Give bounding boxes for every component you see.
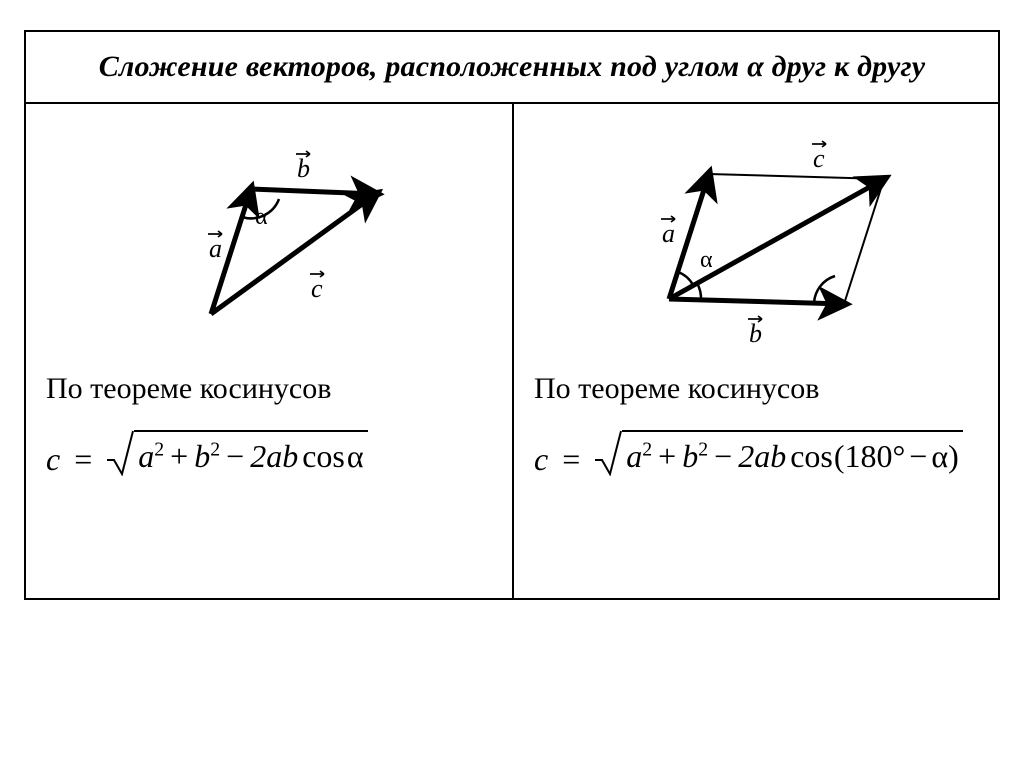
para-side-top xyxy=(709,174,884,179)
lhs-c: c xyxy=(534,441,548,477)
term-a2: a2 xyxy=(626,438,652,475)
label-a-group: a xyxy=(208,231,222,263)
page: Сложение векторов, расположенных под угл… xyxy=(0,0,1024,767)
vector-b xyxy=(669,299,844,304)
label-a: a xyxy=(662,219,675,248)
minus-1: − xyxy=(714,438,732,475)
paren-close: ) xyxy=(948,438,959,475)
formula-right: c = a2 + b2 − 2ab xyxy=(534,430,980,478)
sqrt-right: a2 + b2 − 2ab cos(180° −α) xyxy=(594,430,963,476)
label-a-group: a xyxy=(661,216,675,248)
term-a2: a2 xyxy=(138,438,164,475)
outer-frame: Сложение векторов, расположенных под угл… xyxy=(24,30,1000,600)
vector-c xyxy=(211,194,376,314)
title-row: Сложение векторов, расположенных под угл… xyxy=(26,32,998,104)
sqrt-left: a2 + b2 − 2ab cos α xyxy=(106,430,367,476)
radicand-right: a2 + b2 − 2ab cos(180° −α) xyxy=(622,430,963,474)
plus-1: + xyxy=(170,438,188,475)
radicand-left: a2 + b2 − 2ab cos α xyxy=(134,430,367,474)
cos-label: cos xyxy=(302,438,345,475)
theorem-text-right: По теореме косинусов xyxy=(534,372,980,406)
column-parallelogram: a b c α xyxy=(514,104,1000,600)
label-b: b xyxy=(297,154,310,183)
angle-arc-b xyxy=(814,276,835,303)
vector-b xyxy=(251,189,376,194)
term-2ab: 2ab xyxy=(738,438,786,475)
cos-label: cos xyxy=(790,438,833,475)
label-c-group: c xyxy=(812,141,826,173)
minus-2: − xyxy=(909,438,927,475)
label-c-group: c xyxy=(310,271,324,303)
deg-180: 180° xyxy=(845,438,906,475)
radical-icon xyxy=(106,430,134,476)
paren-open: ( xyxy=(834,438,845,475)
label-alpha: α xyxy=(700,247,713,273)
plus-1: + xyxy=(658,438,676,475)
label-b: b xyxy=(749,319,762,348)
theorem-text-left: По теореме косинусов xyxy=(46,372,492,406)
page-title: Сложение векторов, расположенных под угл… xyxy=(91,50,934,84)
vector-parallelogram-svg: a b c α xyxy=(514,104,1000,354)
radical-icon xyxy=(594,430,622,476)
term-b2: b2 xyxy=(194,438,220,475)
eq-sign: = xyxy=(562,441,580,477)
diagram-triangle: a b c α xyxy=(26,104,512,354)
lhs-c: c xyxy=(46,441,60,477)
term-2ab: 2ab xyxy=(250,438,298,475)
vector-triangle-svg: a b c α xyxy=(26,104,512,354)
text-right: По теореме косинусов c = a2 + b2 xyxy=(514,372,1000,478)
diagram-parallelogram: a b c α xyxy=(514,104,1000,354)
angle-alpha: α xyxy=(931,438,948,475)
column-triangle: a b c α xyxy=(26,104,514,600)
label-b-group: b xyxy=(748,316,762,348)
label-b-group: b xyxy=(296,151,310,183)
text-left: По теореме косинусов c = a2 + b2 xyxy=(26,372,512,478)
columns: a b c α xyxy=(26,104,998,600)
label-c: c xyxy=(311,274,323,303)
formula-left: c = a2 + b2 − 2ab xyxy=(46,430,492,478)
label-a: a xyxy=(209,234,222,263)
term-b2: b2 xyxy=(682,438,708,475)
label-c: c xyxy=(813,144,825,173)
angle-alpha: α xyxy=(347,438,364,475)
angle-arc-alpha xyxy=(678,272,693,285)
label-alpha: α xyxy=(255,204,268,230)
minus-1: − xyxy=(226,438,244,475)
eq-sign: = xyxy=(74,441,92,477)
